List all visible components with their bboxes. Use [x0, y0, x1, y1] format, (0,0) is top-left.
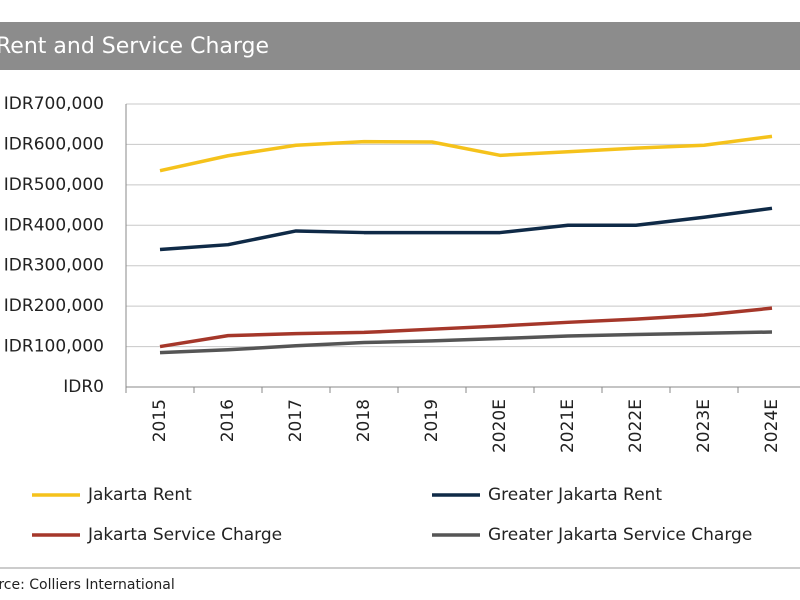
- y-tick-label: IDR500,000: [4, 175, 104, 195]
- legend-label: Jakarta Rent: [87, 485, 192, 505]
- y-tick-label: IDR700,000: [4, 94, 104, 114]
- x-tick-label: 2018: [354, 399, 374, 442]
- x-tick-label: 2017: [286, 399, 306, 442]
- y-tick-label: IDR300,000: [4, 256, 104, 276]
- x-tick-label: 2016: [218, 399, 238, 442]
- series-line: [159, 330, 773, 355]
- x-tick-label: 2019: [422, 399, 442, 442]
- series-line: [159, 306, 773, 349]
- x-tick-label: 2022E: [626, 399, 646, 453]
- y-tick-label: IDR400,000: [4, 215, 104, 235]
- y-tick-label: IDR200,000: [4, 296, 104, 316]
- y-tick-label: IDR600,000: [4, 134, 104, 154]
- legend-label: Greater Jakarta Rent: [488, 485, 662, 505]
- y-tick-label: IDR0: [63, 377, 104, 397]
- title-bar: [0, 22, 800, 70]
- y-tick-label: IDR100,000: [4, 337, 104, 357]
- chart-title: Rent and Service Charge: [0, 34, 269, 59]
- legend-label: Jakarta Service Charge: [87, 525, 282, 545]
- source: Source: Colliers International: [0, 577, 175, 593]
- series-line: [159, 206, 773, 252]
- x-tick-label: 2023E: [694, 399, 714, 453]
- series-line: [159, 134, 773, 173]
- x-tick-label: 2020E: [490, 399, 510, 453]
- x-tick-label: 2024E: [762, 399, 782, 453]
- x-tick-label: 2015: [150, 399, 170, 442]
- x-tick-label: 2021E: [558, 399, 578, 453]
- legend-label: Greater Jakarta Service Charge: [488, 525, 752, 545]
